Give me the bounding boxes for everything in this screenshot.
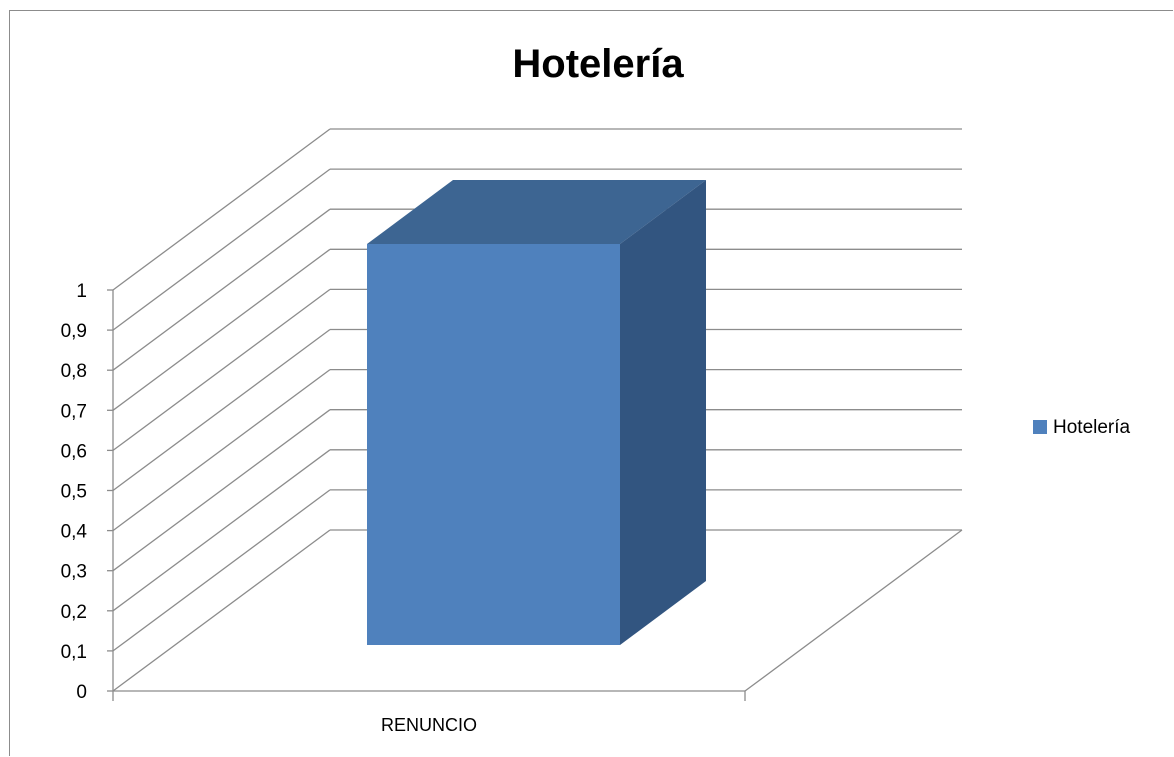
side-wall-gridline	[112, 288, 331, 451]
floor-right-edge	[744, 529, 963, 692]
bar-top-face	[367, 180, 706, 244]
legend-swatch	[1033, 420, 1047, 434]
chart-title: Hotelería	[512, 42, 684, 86]
side-wall-gridline	[112, 489, 331, 652]
side-wall-gridline	[112, 529, 331, 692]
side-wall-gridline	[112, 248, 331, 411]
side-wall-gridline	[112, 328, 331, 492]
side-wall-gridline	[112, 449, 331, 612]
y-tick-label: 0,3	[61, 562, 87, 583]
y-tick-label: 0	[76, 682, 87, 703]
y-tick-label: 0,1	[61, 642, 87, 663]
y-tick-label: 0,9	[61, 321, 87, 342]
bar-layer	[367, 180, 706, 645]
side-wall-gridline	[112, 369, 331, 532]
y-tick-label: 0,7	[61, 401, 87, 422]
y-tick-label: 0,4	[61, 522, 88, 543]
side-wall-gridline	[112, 168, 331, 331]
side-wall-gridline	[112, 208, 331, 371]
side-wall-gridline	[112, 128, 331, 291]
y-tick-label: 0,8	[61, 361, 87, 382]
chart-frame	[9, 10, 1173, 756]
bar-side-face	[620, 180, 706, 645]
y-tick-label: 0,2	[61, 602, 87, 623]
side-wall-gridline	[112, 409, 331, 572]
y-tick-label: 0,6	[61, 441, 87, 462]
y-tick-label: 1	[76, 281, 87, 302]
x-category-label: RENUNCIO	[381, 715, 477, 735]
y-tick-label: 0,5	[61, 482, 87, 503]
category-layer: RENUNCIO	[381, 715, 477, 735]
legend-label: Hotelería	[1053, 417, 1131, 438]
y-tick-layer: 0 0,1 0,2 0,3 0,4 0,5 0,6 0,7 0,8 0,9 1	[61, 281, 88, 703]
bar-front-face	[367, 244, 620, 645]
legend: Hotelería	[1033, 417, 1131, 438]
